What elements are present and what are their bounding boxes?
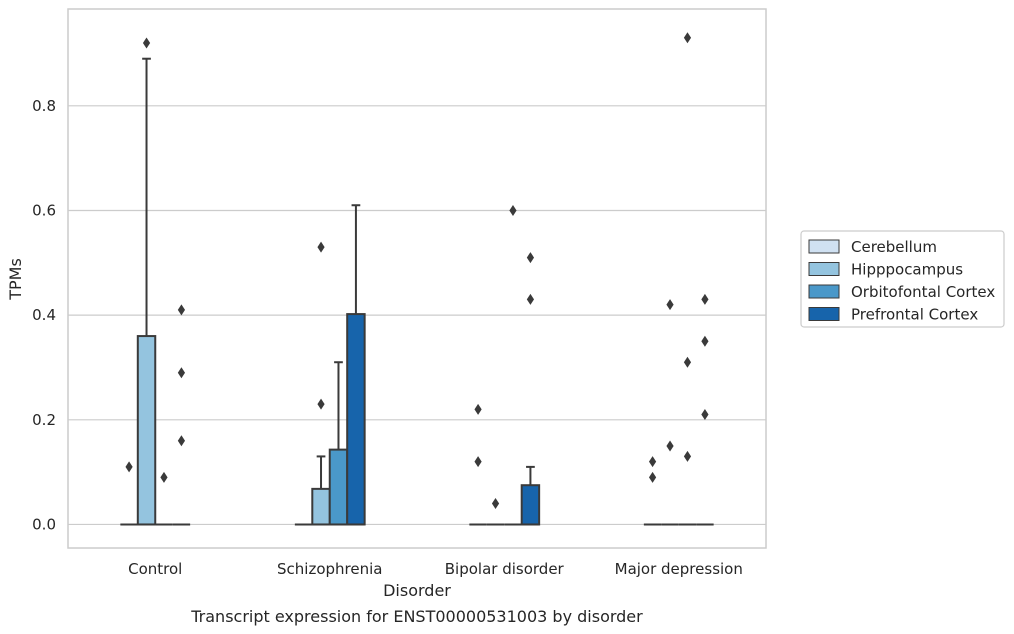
box	[520, 484, 541, 526]
y-tick-label: 0.4	[32, 306, 56, 324]
outlier-point	[509, 204, 517, 216]
outlier-point	[177, 367, 186, 379]
outlier-point	[526, 293, 535, 305]
x-tick-label: Bipolar disorder	[445, 560, 565, 578]
legend-swatch	[808, 262, 840, 276]
box	[136, 335, 157, 526]
box	[346, 313, 366, 526]
box	[311, 487, 331, 526]
legend-label: Orbitofontal Cortex	[851, 283, 995, 301]
outlier-point	[177, 304, 186, 316]
x-tick-label: Schizophrenia	[277, 560, 382, 578]
outlier-point	[683, 450, 692, 462]
chart-caption: Transcript expression for ENST0000053100…	[190, 607, 643, 626]
y-tick-label: 0.8	[32, 97, 56, 115]
outlier-point	[666, 299, 674, 311]
outlier-point	[701, 409, 709, 421]
outlier-point	[474, 403, 482, 415]
y-axis-label: TPMs	[6, 258, 25, 301]
outlier-point	[317, 398, 325, 410]
boxes-layer	[120, 32, 714, 526]
outlier-point	[648, 471, 657, 483]
y-tick-label: 0.0	[32, 515, 56, 533]
x-tick-label: Major depression	[615, 560, 743, 578]
x-tick-label: Control	[128, 560, 182, 578]
outlier-point	[648, 456, 657, 468]
outlier-point	[491, 498, 500, 510]
outlier-point	[526, 252, 535, 264]
grid-lines	[68, 105, 766, 526]
y-tick-label: 0.2	[32, 411, 56, 429]
outlier-point	[701, 293, 709, 305]
y-tick-labels: 0.0 0.2 0.4 0.6 0.8	[32, 97, 56, 534]
legend-swatch	[808, 307, 840, 321]
legend-label: Cerebellum	[851, 238, 937, 256]
legend-frame	[800, 230, 1005, 328]
legend-swatch	[808, 239, 840, 254]
outlier-point	[683, 356, 692, 368]
outlier-point	[160, 471, 168, 483]
legend: Cerebellum Hipppocampus Orbitofontal Corte…	[800, 230, 1005, 328]
outlier-point	[666, 440, 674, 452]
outlier-point	[142, 37, 151, 49]
y-tick-label: 0.6	[32, 201, 56, 219]
box	[328, 448, 349, 526]
x-tick-labels: Control Schizophrenia Bipolar disorder Majo…	[128, 560, 743, 578]
outlier-point	[683, 32, 692, 44]
outlier-point	[317, 241, 325, 253]
legend-label: Prefrontal Cortex	[851, 306, 978, 324]
x-axis-label: Disorder	[383, 581, 451, 600]
plot-area	[67, 8, 767, 549]
outlier-point	[474, 456, 482, 468]
legend-swatch	[808, 284, 840, 299]
legend-label: Hipppocampus	[851, 261, 963, 279]
outlier-point	[177, 435, 186, 447]
outlier-point	[701, 335, 709, 347]
outlier-point	[125, 461, 133, 473]
